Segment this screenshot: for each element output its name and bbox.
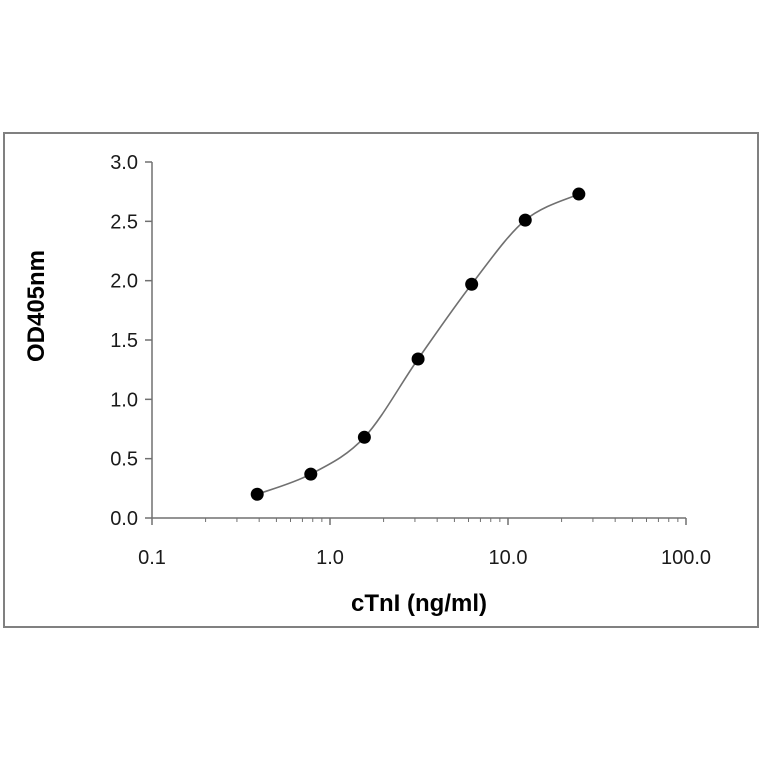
y-tick-label: 0.0 <box>110 508 138 530</box>
data-point <box>518 213 532 227</box>
x-tick-label: 100.0 <box>661 547 711 569</box>
data-point <box>357 430 371 444</box>
x-tick-label: 10.0 <box>489 547 528 569</box>
y-tick-label: 2.5 <box>110 211 138 233</box>
y-axis-title: OD405nm <box>23 250 50 362</box>
data-point <box>465 277 479 291</box>
data-point <box>250 487 264 501</box>
chart-frame <box>3 132 759 628</box>
y-tick-label: 2.0 <box>110 271 138 293</box>
data-point <box>411 352 425 366</box>
ticks: 0.0 0.5 1.0 1.5 2.0 2.5 3.0 0.1 1.0 10.0 100.0 <box>110 152 711 569</box>
y-tick-label: 1.0 <box>110 389 138 411</box>
data-point <box>572 187 586 201</box>
axes <box>151 162 686 519</box>
x-tick-label: 0.1 <box>138 547 166 569</box>
x-tick-label: 1.0 <box>316 547 344 569</box>
y-tick-label: 0.5 <box>110 449 138 471</box>
data-point <box>304 467 318 481</box>
data-points <box>250 187 586 501</box>
y-tick-label: 3.0 <box>110 152 138 174</box>
y-tick-label: 1.5 <box>110 330 138 352</box>
x-axis-title: cTnI (ng/ml) <box>351 590 487 617</box>
fit-curve <box>256 193 580 496</box>
